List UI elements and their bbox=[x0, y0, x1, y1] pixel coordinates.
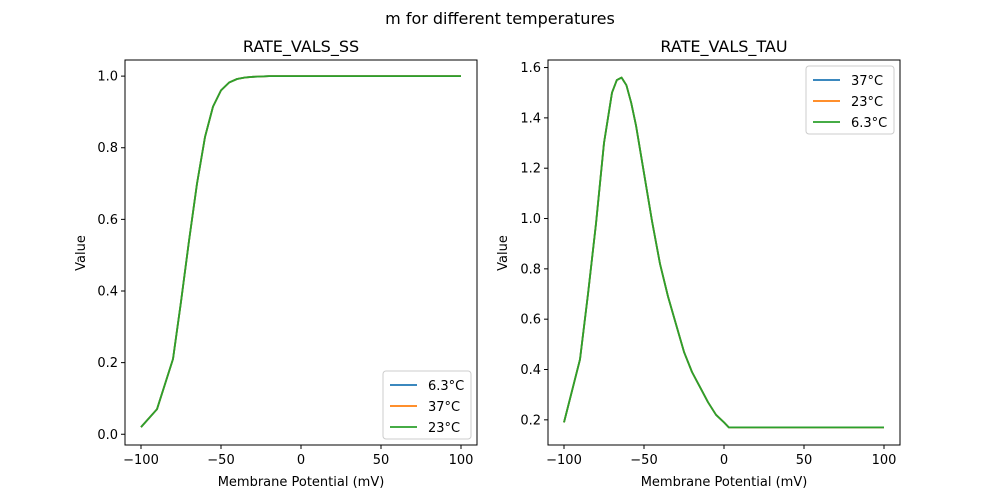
axes-frame bbox=[547, 59, 901, 446]
y-tick-label: 1.0 bbox=[520, 212, 541, 227]
y-tick-label: 0.2 bbox=[97, 356, 118, 371]
y-tick-label: 0.8 bbox=[97, 141, 118, 156]
legend-label: 6.3°C bbox=[851, 116, 887, 131]
x-tick-label: −50 bbox=[630, 453, 657, 468]
plot-lines bbox=[563, 76, 884, 429]
y-tick-label: 1.6 bbox=[520, 61, 541, 76]
y-tick-label: 0.2 bbox=[520, 413, 541, 428]
x-axis-label: Membrane Potential (mV) bbox=[641, 475, 808, 490]
subplot-title: RATE_VALS_TAU bbox=[660, 37, 787, 57]
y-tick-label: 0.0 bbox=[97, 428, 118, 443]
x-tick-label: 0 bbox=[720, 453, 728, 468]
y-tick-label: 0.4 bbox=[97, 285, 118, 300]
legend-frame bbox=[805, 65, 895, 135]
x-tick-label: 100 bbox=[449, 453, 474, 468]
legend-label: 6.3°C bbox=[428, 379, 464, 394]
x-tick-label: 50 bbox=[373, 453, 390, 468]
series-line-2 bbox=[140, 75, 461, 428]
y-tick-label: 0.8 bbox=[520, 262, 541, 277]
x-tick-label: −100 bbox=[123, 453, 159, 468]
series-line-2 bbox=[563, 76, 884, 429]
y-tick-label: 0.4 bbox=[520, 363, 541, 378]
y-tick-label: 1.2 bbox=[520, 162, 541, 177]
axis-ticks: −100 −50 0 50 100 0.0 0.2 0.4 0.6 0.8 1.0 bbox=[97, 70, 473, 468]
legend-label: 37°C bbox=[428, 400, 460, 415]
axes-frame bbox=[124, 59, 478, 446]
subplot-rate-vals-tau: RATE_VALS_TAU Membrane Potential (mV) Va… bbox=[496, 37, 901, 490]
x-tick-label: 50 bbox=[796, 453, 813, 468]
x-tick-label: −50 bbox=[207, 453, 234, 468]
legend-label: 23°C bbox=[428, 421, 460, 436]
x-axis-label: Membrane Potential (mV) bbox=[218, 475, 385, 490]
legend-label: 37°C bbox=[851, 74, 883, 89]
plot-lines bbox=[140, 75, 461, 428]
x-tick-label: 0 bbox=[297, 453, 305, 468]
y-axis-label: Value bbox=[74, 235, 89, 271]
legend: 37°C 23°C 6.3°C bbox=[805, 65, 895, 135]
y-axis-label: Value bbox=[496, 235, 511, 271]
x-tick-label: 100 bbox=[872, 453, 897, 468]
axis-ticks: −100 −50 0 50 100 0.2 0.4 0.6 0.8 1.0 1.2 1.4 1.6 bbox=[520, 61, 896, 468]
legend-frame bbox=[382, 370, 472, 440]
figure-suptitle: m for different temperatures bbox=[385, 9, 615, 28]
subplot-rate-vals-ss: RATE_VALS_SS Membrane Potential (mV) Val… bbox=[74, 37, 478, 490]
subplot-title: RATE_VALS_SS bbox=[243, 37, 359, 57]
y-tick-label: 1.0 bbox=[97, 70, 118, 85]
legend: 6.3°C 37°C 23°C bbox=[382, 370, 472, 440]
legend-label: 23°C bbox=[851, 95, 883, 110]
x-tick-label: −100 bbox=[546, 453, 582, 468]
y-tick-label: 0.6 bbox=[520, 313, 541, 328]
y-tick-label: 0.6 bbox=[97, 213, 118, 228]
y-tick-label: 1.4 bbox=[520, 111, 541, 126]
